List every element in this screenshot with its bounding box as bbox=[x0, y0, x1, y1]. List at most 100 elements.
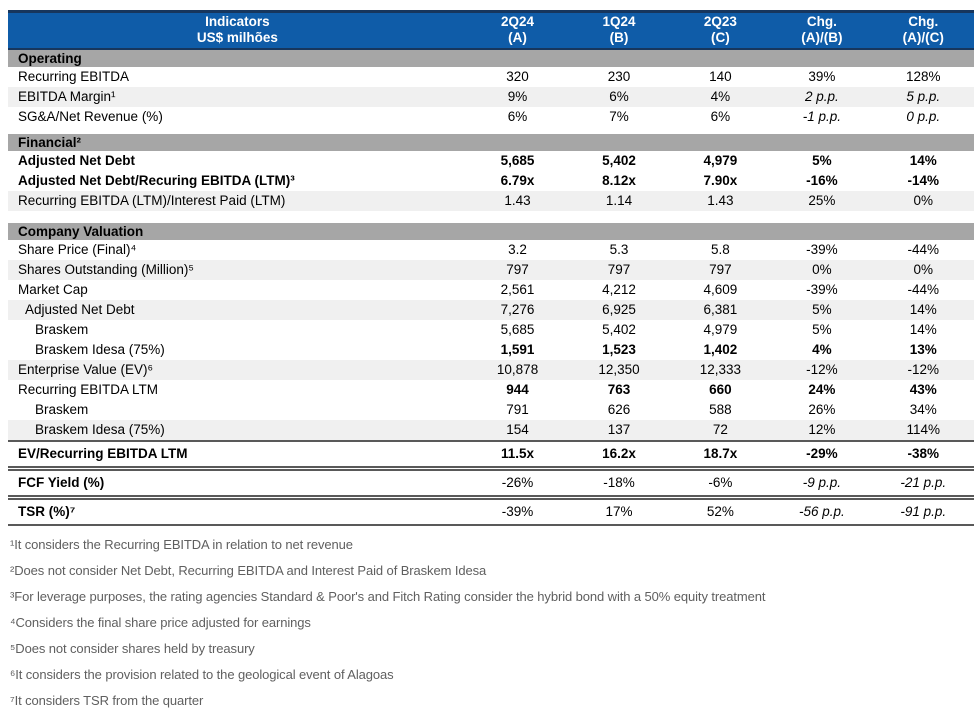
cell-2q24: 944 bbox=[506, 382, 529, 397]
cell-2q24: 9% bbox=[507, 89, 528, 104]
table-row: Adjusted Net Debt 5,685 5,402 4,979 5% 14% bbox=[8, 151, 974, 171]
cell-chg-ac: -38% bbox=[907, 446, 940, 461]
cell-2q24: -39% bbox=[501, 504, 534, 519]
cell-2q23: 72 bbox=[712, 422, 728, 437]
header-col-2q23: 2Q23 (C) bbox=[670, 14, 771, 46]
header-col-chg-ac: Chg. (A)/(C) bbox=[873, 14, 974, 46]
cell-2q24: 3.2 bbox=[508, 242, 527, 257]
cell-1q24: 6,925 bbox=[602, 302, 636, 317]
cell-chg-ab: -12% bbox=[806, 362, 838, 377]
row-label: TSR (%)⁷ bbox=[18, 504, 76, 519]
table-row: Market Cap 2,561 4,212 4,609 -39% -44% bbox=[8, 280, 974, 300]
cell-2q23: 5.8 bbox=[711, 242, 730, 257]
row-label: Recurring EBITDA bbox=[18, 69, 130, 84]
header-col-sublabel: (A)/(B) bbox=[801, 30, 843, 45]
cell-2q23: 6% bbox=[710, 109, 731, 124]
cell-2q24: 7,276 bbox=[500, 302, 535, 317]
cell-2q24: 320 bbox=[506, 69, 529, 84]
table-header: Indicators US$ milhões 2Q24 (A) 1Q24 (B)… bbox=[8, 10, 974, 50]
table-row: Recurring EBITDA 320 230 140 39% 128% bbox=[8, 67, 974, 87]
cell-2q23: 52% bbox=[706, 504, 734, 519]
cell-2q23: 4,979 bbox=[703, 153, 738, 168]
table-row: Enterprise Value (EV)⁶ 10,878 12,350 12,333… bbox=[8, 360, 974, 380]
cell-chg-ac: -12% bbox=[907, 362, 940, 377]
cell-chg-ac: -91 p.p. bbox=[900, 504, 947, 519]
cell-chg-ab: -39% bbox=[806, 282, 838, 297]
cell-1q24: 16.2x bbox=[602, 446, 636, 461]
table-row: Braskem Idesa (75%) 154 137 72 12% 114% bbox=[8, 420, 974, 440]
cell-2q23: 140 bbox=[709, 69, 732, 84]
cell-2q24: 797 bbox=[506, 262, 529, 277]
cell-chg-ab: 26% bbox=[808, 402, 836, 417]
row-label: Recurring EBITDA LTM bbox=[18, 382, 159, 397]
footnote: ²Does not consider Net Debt, Recurring E… bbox=[10, 563, 487, 578]
cell-1q24: 5,402 bbox=[602, 153, 636, 168]
cell-2q23: 12,333 bbox=[699, 362, 742, 377]
cell-1q24: 12,350 bbox=[598, 362, 640, 377]
cell-chg-ab: 12% bbox=[808, 422, 836, 437]
cell-chg-ac: -44% bbox=[907, 282, 940, 297]
cell-chg-ac: 114% bbox=[906, 422, 941, 437]
section-header: Company Valuation bbox=[8, 223, 974, 240]
cell-chg-ab: 24% bbox=[808, 382, 836, 397]
separator-single bbox=[8, 524, 974, 526]
cell-2q24: 5,685 bbox=[500, 153, 535, 168]
cell-1q24: 4,212 bbox=[602, 282, 636, 297]
header-indicators: Indicators US$ milhões bbox=[8, 14, 467, 46]
row-label: Braskem bbox=[35, 322, 89, 337]
header-col-label: 2Q23 bbox=[703, 14, 737, 29]
cell-1q24: 1,523 bbox=[602, 342, 636, 357]
cell-1q24: 1.14 bbox=[605, 193, 633, 208]
cell-2q24: 6.79x bbox=[500, 173, 535, 188]
table-row: Share Price (Final)⁴ 3.2 5.3 5.8 -39% -44% bbox=[8, 240, 974, 260]
cell-2q24: 6% bbox=[507, 109, 528, 124]
cell-chg-ac: 128% bbox=[906, 69, 941, 84]
cell-1q24: 8.12x bbox=[602, 173, 636, 188]
row-label: Braskem Idesa (75%) bbox=[35, 342, 165, 357]
header-col-sublabel: (A) bbox=[508, 30, 527, 45]
cell-chg-ac: 14% bbox=[909, 302, 937, 317]
row-label: Shares Outstanding (Million)⁵ bbox=[18, 262, 194, 277]
table-row: Recurring EBITDA (LTM)/Interest Paid (LT… bbox=[8, 191, 974, 211]
cell-2q23: -6% bbox=[708, 475, 733, 490]
table-row: Shares Outstanding (Million)⁵ 797 797 797 0%… bbox=[8, 260, 974, 280]
footnote: ⁶It considers the provision related to t… bbox=[10, 667, 394, 682]
section-header: Financial² bbox=[8, 134, 974, 151]
cell-chg-ac: 0% bbox=[913, 262, 934, 277]
cell-2q24: 154 bbox=[506, 422, 529, 437]
header-col-2q24: 2Q24 (A) bbox=[467, 14, 568, 46]
cell-2q24: 1.43 bbox=[504, 193, 531, 208]
cell-1q24: -18% bbox=[603, 475, 635, 490]
header-col-sublabel: (B) bbox=[609, 30, 629, 45]
cell-chg-ac: 43% bbox=[909, 382, 937, 397]
row-label: Market Cap bbox=[18, 282, 88, 297]
cell-1q24: 763 bbox=[607, 382, 631, 397]
footnotes: ¹It considers the Recurring EBITDA in re… bbox=[10, 538, 978, 708]
cell-chg-ab: 5% bbox=[812, 322, 832, 337]
header-title-line1: Indicators bbox=[205, 14, 270, 29]
row-label: Adjusted Net Debt/Recuring EBITDA (LTM)³ bbox=[18, 173, 295, 188]
row-label: FCF Yield (%) bbox=[18, 475, 105, 490]
table-body: Operating Recurring EBITDA 320 230 140 39% 128… bbox=[8, 50, 974, 526]
table-row: TSR (%)⁷ -39% 17% 52% -56 p.p. -91 p.p. bbox=[8, 500, 974, 524]
row-label: Recurring EBITDA (LTM)/Interest Paid (LT… bbox=[18, 193, 286, 208]
section-spacer bbox=[8, 127, 974, 134]
cell-chg-ab: -16% bbox=[806, 173, 838, 188]
cell-chg-ab: 4% bbox=[812, 342, 832, 357]
cell-chg-ac: 0 p.p. bbox=[906, 109, 941, 124]
cell-chg-ab: -29% bbox=[806, 446, 838, 461]
row-label: Enterprise Value (EV)⁶ bbox=[18, 362, 154, 377]
cell-1q24: 797 bbox=[607, 262, 631, 277]
row-label: Adjusted Net Debt bbox=[18, 153, 136, 168]
cell-chg-ab: 0% bbox=[812, 262, 832, 277]
header-col-chg-ab: Chg. (A)/(B) bbox=[771, 14, 872, 46]
header-col-label: 1Q24 bbox=[602, 14, 636, 29]
header-col-label: 2Q24 bbox=[501, 14, 535, 29]
header-col-label: Chg. bbox=[806, 14, 837, 29]
cell-1q24: 7% bbox=[609, 109, 629, 124]
cell-2q24: 2,561 bbox=[500, 282, 535, 297]
table-row: Recurring EBITDA LTM 944 763 660 24% 43% bbox=[8, 380, 974, 400]
cell-chg-ac: -14% bbox=[907, 173, 940, 188]
cell-chg-ac: 5 p.p. bbox=[906, 89, 941, 104]
header-title-line2: US$ milhões bbox=[196, 30, 278, 45]
